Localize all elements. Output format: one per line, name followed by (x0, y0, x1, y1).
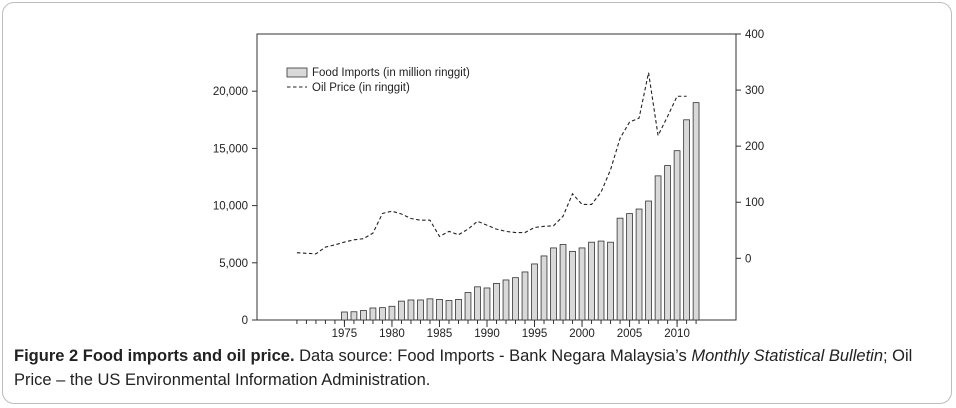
legend-food-imports-label: Food Imports (in million ringgit) (312, 67, 470, 79)
caption-text-1: Data source: Food Imports - Bank Negara … (294, 347, 692, 365)
food-imports-bar (550, 247, 557, 321)
food-imports-bar (407, 299, 415, 321)
food-imports-bar (426, 298, 434, 321)
y-left-tick-label: 10,000 (213, 201, 248, 213)
food-imports-bar (531, 263, 538, 321)
food-imports-bar (673, 150, 681, 321)
caption-label: Figure 2 Food imports and oil price. (14, 347, 295, 365)
food-imports-bar (692, 102, 700, 321)
food-imports-bar (369, 307, 377, 321)
food-imports-bar (502, 279, 510, 321)
food-imports-bar (654, 175, 662, 321)
food-imports-bar (664, 165, 671, 321)
x-tick-label: 2010 (664, 328, 690, 340)
food-imports-bar (626, 213, 633, 321)
food-imports-bar (540, 255, 548, 321)
food-imports-bar (474, 286, 481, 321)
food-imports-bar (512, 277, 519, 321)
caption-text-2: ; Oil Price – the US Environmental Infor… (14, 347, 913, 389)
food-imports-bar (569, 250, 576, 321)
y-right-tick-label: 300 (745, 85, 764, 97)
food-imports-bar (635, 208, 643, 321)
food-imports-bar (398, 300, 405, 321)
y-right-tick-label: 400 (745, 29, 764, 41)
food-imports-bar (455, 299, 462, 321)
food-imports-bar (445, 300, 453, 321)
figure-caption: Figure 2 Food imports and oil price. Dat… (14, 344, 934, 392)
x-tick-label: 1980 (379, 328, 405, 340)
x-tick-label: 2000 (569, 328, 595, 340)
food-imports-bar (360, 310, 367, 321)
food-imports-bar (350, 311, 358, 321)
x-tick-label: 1990 (474, 328, 500, 340)
food-imports-bar (616, 217, 624, 321)
legend-bar-swatch (286, 67, 308, 78)
food-imports-bar (607, 241, 614, 321)
food-imports-bar (483, 287, 491, 321)
y-left-tick-label: 0 (242, 315, 248, 327)
food-imports-bar (379, 307, 386, 321)
caption-italic-source: Monthly Statistical Bulletin (691, 347, 883, 365)
food-imports-bar (578, 247, 586, 321)
food-imports-bar (464, 292, 472, 321)
food-imports-bar (645, 200, 652, 321)
food-imports-bar (388, 305, 396, 321)
y-left-tick-label: 20,000 (213, 86, 248, 98)
y-left-tick-label: 15,000 (213, 143, 248, 155)
food-imports-bar (341, 311, 348, 321)
y-right-tick-label: 0 (745, 253, 751, 265)
y-right-tick-label: 200 (745, 141, 764, 153)
food-imports-bar (521, 271, 529, 321)
food-imports-bar (493, 282, 500, 321)
food-imports-bar (559, 244, 567, 321)
food-imports-bar (597, 240, 605, 321)
food-imports-bar (436, 299, 443, 321)
food-imports-bar (588, 241, 595, 321)
y-left-tick-label: 5,000 (219, 258, 248, 270)
x-tick-label: 1995 (522, 328, 548, 340)
y-right-tick-label: 100 (745, 197, 764, 209)
oil-price-line (296, 72, 687, 255)
x-tick-label: 1975 (332, 328, 358, 340)
food-imports-bar (417, 299, 424, 321)
food-imports-bar (683, 119, 690, 321)
figure-frame (2, 2, 952, 404)
x-tick-label: 2005 (617, 328, 643, 340)
chart-figure: 0 5,000 10,000 15,000 20,000 0 100 200 300 400 197… (213, 29, 764, 340)
legend-oil-price-label: Oil Price (in ringgit) (312, 82, 410, 94)
x-tick-label: 1985 (427, 328, 453, 340)
